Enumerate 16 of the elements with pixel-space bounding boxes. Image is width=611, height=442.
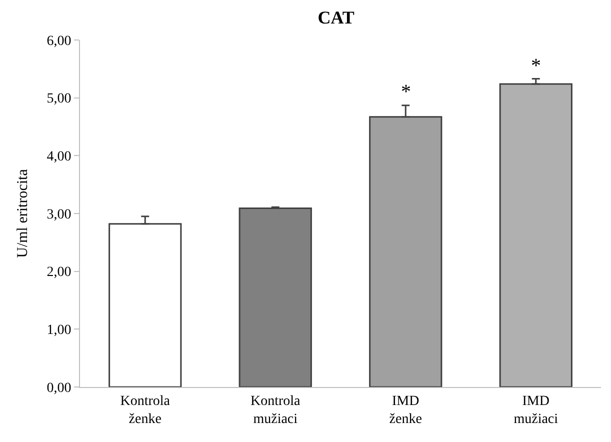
x-tick-label: Kontrola ženke xyxy=(120,394,171,427)
y-tick-label: 3,00 xyxy=(46,207,72,222)
y-tick-label: 4,00 xyxy=(46,150,72,165)
annotation: * xyxy=(531,55,541,77)
y-axis-title: U/ml eritrocita xyxy=(14,168,31,258)
annotation: * xyxy=(401,81,411,103)
y-tick-label: 0,00 xyxy=(46,380,72,396)
x-tick-label: IMD ženke xyxy=(389,394,422,427)
y-tick-label: 6,00 xyxy=(46,34,72,49)
y-tick-label: 2,00 xyxy=(46,265,72,280)
bar xyxy=(238,208,312,387)
x-tick-label: IMD mužiaci xyxy=(514,394,558,427)
x-tick-label: Kontrola mužiaci xyxy=(250,394,302,427)
y-tick-label: 5,00 xyxy=(46,92,72,107)
chart-title: CAT xyxy=(318,8,354,28)
y-tick-label: 1,00 xyxy=(46,323,72,338)
